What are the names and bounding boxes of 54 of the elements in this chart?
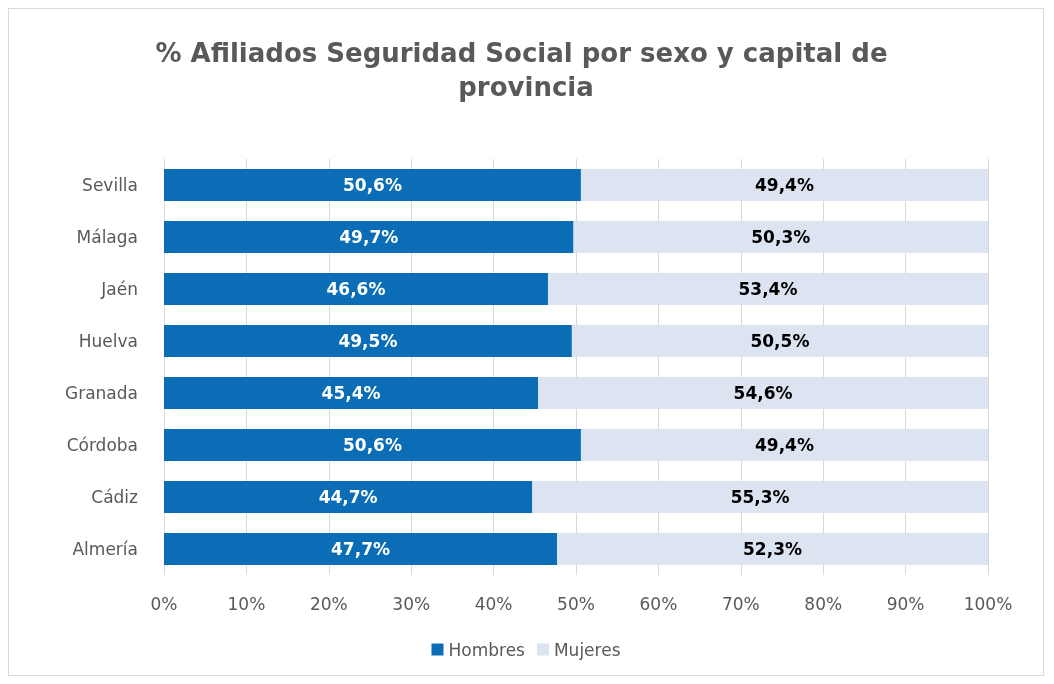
legend-label: Hombres	[448, 639, 526, 660]
data-label: 49,5%	[338, 331, 398, 351]
bar	[164, 168, 581, 202]
bar	[164, 376, 539, 410]
y-tick-label: Sevilla	[82, 175, 138, 195]
y-tick-label: Huelva	[78, 331, 138, 351]
x-tick-label: 50%	[557, 593, 595, 614]
data-label: 52,3%	[743, 539, 803, 559]
x-tick-label: 60%	[639, 593, 678, 614]
x-tick-label: 70%	[721, 593, 760, 614]
bar	[164, 428, 581, 462]
y-tick-label: Cádiz	[91, 487, 139, 507]
bar	[164, 272, 548, 306]
y-tick-label: Málaga	[76, 227, 138, 247]
legend-label: Mujeres	[553, 639, 621, 660]
bar	[557, 532, 988, 566]
data-label: 49,4%	[754, 175, 814, 195]
data-label: 50,5%	[750, 331, 810, 351]
data-label: 55,3%	[730, 487, 790, 507]
data-label: 46,6%	[326, 279, 386, 299]
chart-title: % Afiliados Seguridad Social por sexo y capital de provincia	[155, 38, 897, 102]
x-tick-label: 20%	[309, 593, 348, 614]
bar	[580, 428, 988, 462]
x-tick-label: 30%	[392, 593, 431, 614]
bar	[538, 376, 988, 410]
data-label: 50,6%	[342, 435, 402, 455]
bar	[164, 480, 533, 514]
bar	[580, 168, 988, 202]
data-label: 50,3%	[751, 227, 811, 247]
data-label: 45,4%	[321, 383, 381, 403]
data-label: 53,4%	[738, 279, 798, 299]
y-tick-label: Almería	[72, 539, 138, 559]
bar	[164, 324, 572, 358]
bar	[571, 324, 988, 358]
bar	[573, 220, 988, 254]
bar	[164, 532, 558, 566]
x-tick-label: 100%	[963, 593, 1013, 614]
data-label: 47,7%	[331, 539, 391, 559]
bar	[164, 220, 574, 254]
x-tick-label: 80%	[804, 593, 843, 614]
data-label: 49,7%	[339, 227, 399, 247]
y-tick-label: Jaén	[100, 279, 138, 299]
x-tick-label: 10%	[227, 593, 266, 614]
data-label: 49,4%	[754, 435, 814, 455]
x-tick-label: 40%	[474, 593, 513, 614]
bar	[547, 272, 988, 306]
data-label: 54,6%	[733, 383, 793, 403]
data-label: 50,6%	[342, 175, 402, 195]
y-tick-label: Córdoba	[66, 435, 138, 455]
data-label: 44,7%	[318, 487, 378, 507]
x-tick-label: 90%	[886, 593, 925, 614]
bar	[532, 480, 988, 514]
x-tick-label: 0%	[150, 593, 178, 614]
y-tick-label: Granada	[65, 383, 138, 403]
